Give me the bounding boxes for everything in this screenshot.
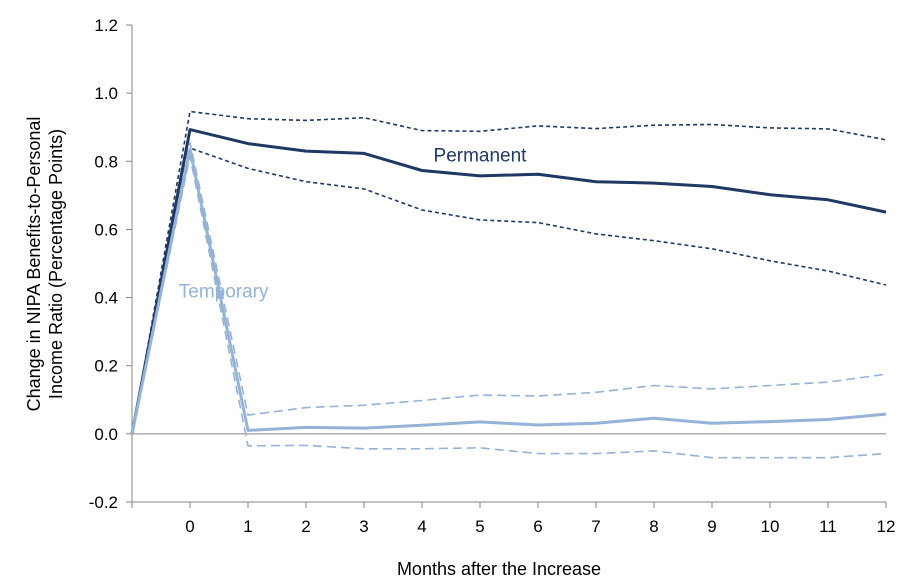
series-line-permanent-upper-band [131,110,887,435]
series-label-temporary: Temporary [179,282,269,303]
x-tick-label: 4 [417,517,426,536]
y-tick-label: 0.4 [94,289,118,308]
y-tick-label: 0.8 [94,152,118,171]
series-lines [130,110,887,459]
axes: -0.20.00.20.40.60.81.01.20 1 2 3 4 5 6 7 8 9 10 11 1… [89,16,896,536]
y-tick-label: -0.2 [89,493,118,512]
series-label-permanent: Permanent [434,145,528,166]
series-line-permanent-lower-band [131,147,887,435]
series-line-permanent [130,128,887,435]
x-tick-label: 7 [591,517,600,536]
series-line-temporary [130,147,887,435]
x-tick-label: 9 [707,517,716,536]
x-tick-label: 3 [359,517,368,536]
y-tick-label: 1.0 [94,84,118,103]
x-tick-label: 12 [877,517,896,536]
x-tick-label: 8 [649,517,658,536]
x-tick-label: 1 [243,517,252,536]
labels: Months after the Increase Change in NIPA… [24,117,601,579]
x-tick-label: 0 [185,517,194,536]
x-tick-label: 11 [819,517,837,536]
y-tick-label: 1.2 [94,16,118,35]
x-tick-label: 5 [475,517,484,536]
x-tick-label: 6 [533,517,542,536]
y-tick-label: 0.2 [94,357,118,376]
y-axis-title-line1: Change in NIPA Benefits-to-Personal [24,117,44,412]
x-tick-label: 2 [301,517,310,536]
y-tick-label: 0.0 [94,425,118,444]
x-axis-title: Months after the Increase [397,559,601,579]
x-tick-label: 10 [761,517,780,536]
y-tick-label: 0.6 [94,220,118,239]
series-line-temporary-lower-band [131,155,887,459]
y-axis-title-line2: Income Ratio (Percentage Points) [46,129,66,399]
